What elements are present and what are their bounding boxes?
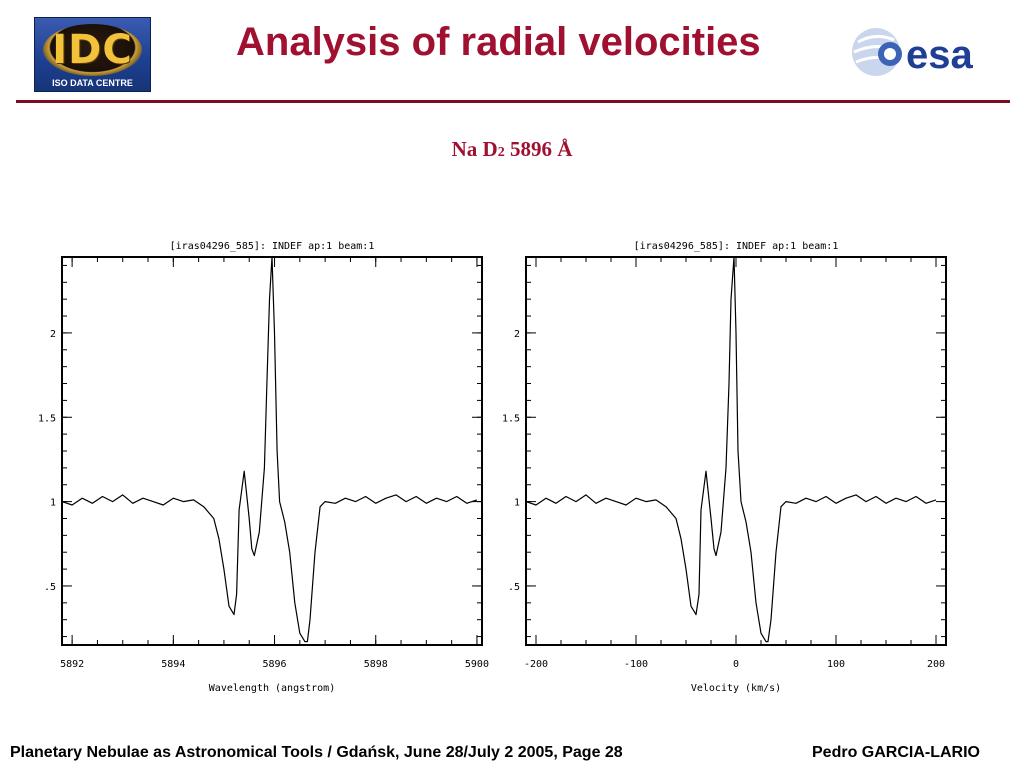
x-tick-label: 100 xyxy=(827,659,845,670)
footer-author: Pedro GARCIA-LARIO xyxy=(812,744,980,761)
esa-logo: esa xyxy=(852,28,973,77)
esa-globe-icon xyxy=(852,28,902,76)
plot-wavelength: [iras04296_585]: INDEF ap:1 beam:1 5892 58… xyxy=(38,241,489,694)
y-tick-label: 1 xyxy=(514,498,520,509)
y-tick-label: 1.5 xyxy=(38,413,56,424)
x-tick-label: 5896 xyxy=(262,659,286,670)
y-tick-label: 2 xyxy=(50,329,56,340)
idc-logo: IDC ISO DATA CENTRE xyxy=(34,17,151,92)
idc-logo-text: IDC xyxy=(52,27,133,73)
idc-logo-oval xyxy=(43,24,142,76)
x-tick-label: 0 xyxy=(733,659,739,670)
x-tick-label: 5898 xyxy=(364,659,388,670)
y-tick-label: 1 xyxy=(50,498,56,509)
plot-velocity: [iras04296_585]: INDEF ap:1 beam:1 -200 -1… xyxy=(502,241,947,694)
idc-logo-subtext: ISO DATA CENTRE xyxy=(52,78,133,88)
x-axis-label: Velocity (km/s) xyxy=(691,683,781,694)
x-tick-label: -100 xyxy=(624,659,648,670)
y-tick-label: 2 xyxy=(514,329,520,340)
x-tick-label: 5894 xyxy=(161,659,185,670)
page-title: Analysis of radial velocities xyxy=(236,20,761,64)
plot-title: [iras04296_585]: INDEF ap:1 beam:1 xyxy=(634,241,839,252)
slide-subtitle: Na D2 5896 Å xyxy=(0,137,1024,162)
x-axis-label: Wavelength (angstrom) xyxy=(209,683,335,694)
subtitle-main: Na D xyxy=(451,137,498,161)
y-tick-label: .5 xyxy=(508,582,520,593)
esa-logo-text: esa xyxy=(906,33,973,77)
header-divider xyxy=(16,100,1010,103)
x-tick-label: 5900 xyxy=(465,659,489,670)
spectrum-line xyxy=(61,256,478,643)
x-tick-label: 200 xyxy=(927,659,945,670)
y-tick-label: .5 xyxy=(44,582,56,593)
spectrum-line xyxy=(525,256,937,643)
plot-frame xyxy=(61,256,483,646)
x-tick-label: -200 xyxy=(524,659,548,670)
footer-citation: Planetary Nebulae as Astronomical Tools … xyxy=(10,744,623,761)
subtitle-subscript: 2 xyxy=(497,145,505,160)
x-tick-label: 5892 xyxy=(60,659,84,670)
subtitle-rest: 5896 Å xyxy=(504,137,573,161)
plot-title: [iras04296_585]: INDEF ap:1 beam:1 xyxy=(170,241,375,252)
y-tick-label: 1.5 xyxy=(502,413,520,424)
